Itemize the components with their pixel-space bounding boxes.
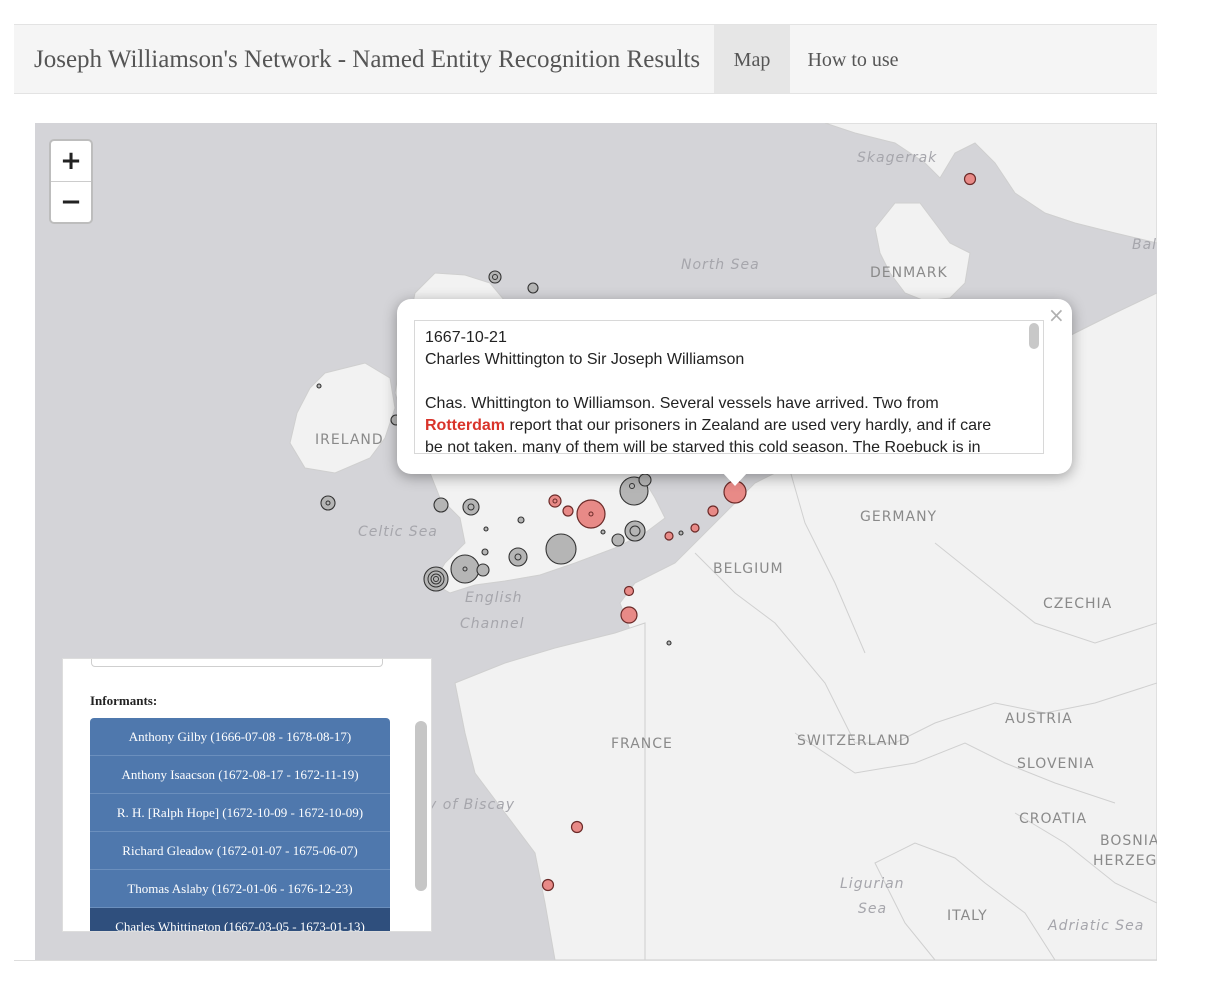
grey-marker-rings bbox=[325, 274, 641, 588]
map-marker[interactable] bbox=[488, 270, 502, 284]
map-marker[interactable] bbox=[576, 499, 606, 529]
navbar: Joseph Williamson's Network - Named Enti… bbox=[14, 24, 1157, 94]
label-ireland: IRELAND bbox=[315, 432, 384, 448]
informant-item[interactable]: Richard Gleadow (1672-01-07 - 1675-06-07… bbox=[90, 832, 390, 870]
map-marker[interactable] bbox=[963, 172, 977, 186]
label-switzerland: SWITZERLAND bbox=[797, 733, 911, 749]
label-ligurian: Ligurian bbox=[840, 876, 905, 892]
letter-popup bbox=[397, 299, 1072, 474]
informant-item[interactable]: Anthony Gilby (1666-07-08 - 1678-08-17) bbox=[90, 718, 390, 756]
popup-scroll-thumb[interactable] bbox=[1029, 323, 1039, 349]
label-baltic: Bal bbox=[1132, 237, 1157, 253]
letter-text: Chas. Whittington to Williamson. Several… bbox=[425, 393, 1033, 454]
label-biscay: y of Biscay bbox=[427, 797, 515, 813]
country-borders bbox=[694, 452, 1157, 904]
map-marker[interactable] bbox=[623, 585, 635, 597]
label-bosnia: BOSNIA bbox=[1100, 833, 1157, 849]
label-slovenia: SLOVENIA bbox=[1017, 756, 1095, 772]
map-marker[interactable] bbox=[517, 516, 525, 524]
map-marker[interactable] bbox=[678, 530, 684, 536]
label-adriatic: Adriatic Sea bbox=[1047, 918, 1144, 934]
label-austria: AUSTRIA bbox=[1005, 711, 1073, 727]
label-italy: ITALY bbox=[947, 908, 988, 924]
land-scandinavia bbox=[824, 123, 1157, 244]
map-marker[interactable] bbox=[483, 526, 489, 532]
letter-text-start: Chas. Whittington to Williamson. Several… bbox=[425, 395, 939, 412]
popup-scrollbar[interactable] bbox=[1027, 321, 1041, 453]
letter-sender-recipient: Charles Whittington to Sir Joseph Willia… bbox=[425, 351, 745, 368]
informant-item[interactable]: Thomas Aslaby (1672-01-06 - 1676-12-23) bbox=[90, 870, 390, 908]
map-marker[interactable] bbox=[541, 878, 555, 892]
informant-panel: Informants: Anthony Gilby (1666-07-08 - … bbox=[62, 658, 432, 932]
map-marker[interactable] bbox=[433, 497, 449, 513]
tab-map[interactable]: Map bbox=[714, 25, 790, 93]
land-france-west bbox=[454, 622, 646, 960]
label-celtic-sea: Celtic Sea bbox=[358, 524, 438, 540]
label-france: FRANCE bbox=[611, 736, 673, 752]
label-czechia: CZECHIA bbox=[1043, 596, 1112, 612]
informant-item[interactable]: Anthony Isaacson (1672-08-17 - 1672-11-1… bbox=[90, 756, 390, 794]
letter-text-middle: report that our prisoners in Zealand are… bbox=[505, 417, 992, 434]
map-marker[interactable] bbox=[707, 505, 719, 517]
informants-heading: Informants: bbox=[90, 693, 158, 708]
letter-date: 1667-10-21 bbox=[425, 329, 507, 346]
map-marker[interactable] bbox=[476, 563, 490, 577]
place-highlight-rotterdam[interactable]: Rotterdam bbox=[425, 417, 506, 434]
tab-how-to-use[interactable]: How to use bbox=[807, 49, 899, 71]
red-marker-rings bbox=[552, 498, 594, 517]
popup-content[interactable]: 1667-10-21 Charles Whittington to Sir Jo… bbox=[414, 320, 1044, 454]
map-marker[interactable] bbox=[638, 473, 652, 487]
map-marker[interactable] bbox=[450, 554, 480, 584]
letter-text-end: be not taken. many of them will be starv… bbox=[425, 439, 981, 454]
label-denmark: DENMARK bbox=[870, 265, 948, 281]
map-marker[interactable] bbox=[611, 533, 625, 547]
map-marker[interactable] bbox=[545, 533, 577, 565]
red-markers[interactable] bbox=[541, 172, 977, 892]
label-english: English bbox=[465, 590, 523, 606]
map-marker[interactable] bbox=[320, 495, 336, 511]
map-marker[interactable] bbox=[548, 494, 562, 508]
informant-list: Anthony Gilby (1666-07-08 - 1678-08-17) … bbox=[90, 718, 390, 931]
label-herzeg: HERZEG bbox=[1093, 853, 1157, 869]
popup-close-icon[interactable]: × bbox=[1048, 303, 1065, 327]
brand-title[interactable]: Joseph Williamson's Network - Named Enti… bbox=[34, 46, 701, 73]
popup-tip bbox=[722, 472, 748, 486]
land-italy bbox=[874, 842, 1056, 960]
map-marker[interactable] bbox=[462, 498, 480, 516]
map-marker[interactable] bbox=[600, 529, 606, 535]
map-marker[interactable] bbox=[570, 820, 584, 834]
label-belgium: BELGIUM bbox=[713, 561, 784, 577]
map-marker[interactable] bbox=[527, 282, 539, 294]
map-marker[interactable] bbox=[624, 520, 646, 542]
footer-divider bbox=[14, 960, 1157, 961]
map-marker[interactable] bbox=[316, 383, 322, 389]
label-channel: Channel bbox=[460, 616, 524, 632]
informant-item-selected[interactable]: Charles Whittington (1667-03-05 - 1673-0… bbox=[90, 908, 390, 931]
zoom-in-button[interactable]: + bbox=[51, 141, 91, 182]
map-marker[interactable] bbox=[481, 548, 489, 556]
label-germany: GERMANY bbox=[860, 509, 937, 525]
label-skagerrak: Skagerrak bbox=[857, 150, 937, 166]
panel-scrollbar[interactable] bbox=[415, 721, 427, 891]
label-north-sea: North Sea bbox=[681, 257, 760, 273]
zoom-control: + − bbox=[49, 139, 93, 224]
map-marker[interactable] bbox=[690, 523, 700, 533]
map-marker[interactable] bbox=[666, 640, 672, 646]
map-marker[interactable] bbox=[620, 606, 638, 624]
land-ireland bbox=[289, 362, 396, 474]
map-marker[interactable] bbox=[508, 547, 528, 567]
land-denmark bbox=[874, 202, 971, 302]
informant-item[interactable]: R. H. [Ralph Hope] (1672-10-09 - 1672-10… bbox=[90, 794, 390, 832]
map-marker[interactable] bbox=[562, 505, 574, 517]
filter-input[interactable] bbox=[91, 659, 383, 667]
zoom-out-button[interactable]: − bbox=[60, 187, 82, 217]
label-croatia: CROATIA bbox=[1019, 811, 1087, 827]
map-marker[interactable] bbox=[664, 531, 674, 541]
label-ligurian-sea: Sea bbox=[858, 901, 887, 917]
